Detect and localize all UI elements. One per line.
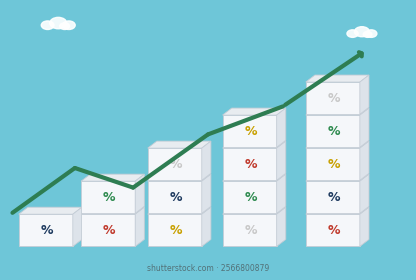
Text: %: % [327, 125, 340, 138]
Circle shape [363, 32, 372, 38]
Text: %: % [327, 224, 340, 237]
Text: %: % [103, 224, 115, 237]
Polygon shape [135, 174, 144, 213]
Text: %: % [244, 191, 257, 204]
Text: %: % [327, 191, 340, 204]
Polygon shape [148, 207, 211, 214]
Polygon shape [306, 75, 369, 82]
Polygon shape [135, 207, 144, 246]
Text: %: % [40, 224, 53, 237]
Text: %: % [169, 158, 182, 171]
Polygon shape [148, 141, 211, 148]
Circle shape [41, 21, 54, 29]
Polygon shape [306, 207, 369, 214]
Polygon shape [73, 207, 82, 246]
FancyBboxPatch shape [306, 181, 360, 213]
Polygon shape [360, 108, 369, 147]
FancyBboxPatch shape [148, 181, 202, 213]
FancyBboxPatch shape [306, 82, 360, 114]
Polygon shape [306, 141, 369, 148]
Polygon shape [223, 108, 286, 115]
Polygon shape [277, 174, 286, 213]
FancyBboxPatch shape [223, 214, 277, 246]
FancyBboxPatch shape [306, 115, 360, 147]
Polygon shape [81, 174, 144, 181]
Polygon shape [277, 141, 286, 180]
Circle shape [62, 21, 75, 29]
Text: %: % [244, 158, 257, 171]
Polygon shape [202, 207, 211, 246]
Polygon shape [306, 108, 369, 115]
Text: %: % [169, 191, 182, 204]
Circle shape [50, 17, 67, 29]
Polygon shape [277, 108, 286, 147]
Polygon shape [277, 207, 286, 246]
Polygon shape [202, 174, 211, 213]
Text: %: % [169, 224, 182, 237]
FancyBboxPatch shape [306, 214, 360, 246]
Polygon shape [223, 174, 286, 181]
Circle shape [366, 30, 377, 38]
Text: %: % [103, 191, 115, 204]
Polygon shape [223, 141, 286, 148]
Circle shape [354, 27, 369, 37]
FancyBboxPatch shape [81, 181, 135, 213]
Text: %: % [244, 125, 257, 138]
Polygon shape [306, 174, 369, 181]
Polygon shape [223, 207, 286, 214]
Text: %: % [244, 224, 257, 237]
Polygon shape [360, 141, 369, 180]
FancyBboxPatch shape [148, 214, 202, 246]
Circle shape [347, 30, 358, 38]
Polygon shape [148, 174, 211, 181]
Polygon shape [81, 207, 144, 214]
Text: %: % [327, 158, 340, 171]
Polygon shape [360, 75, 369, 114]
FancyBboxPatch shape [148, 148, 202, 180]
Text: shutterstock.com · 2566800879: shutterstock.com · 2566800879 [147, 264, 269, 273]
Polygon shape [360, 207, 369, 246]
FancyBboxPatch shape [223, 148, 277, 180]
FancyBboxPatch shape [306, 148, 360, 180]
FancyBboxPatch shape [223, 115, 277, 147]
Polygon shape [202, 141, 211, 180]
FancyBboxPatch shape [223, 181, 277, 213]
Polygon shape [360, 174, 369, 213]
Circle shape [59, 23, 69, 29]
Text: %: % [327, 92, 340, 105]
Polygon shape [19, 207, 82, 214]
FancyBboxPatch shape [81, 214, 135, 246]
FancyBboxPatch shape [19, 214, 73, 246]
